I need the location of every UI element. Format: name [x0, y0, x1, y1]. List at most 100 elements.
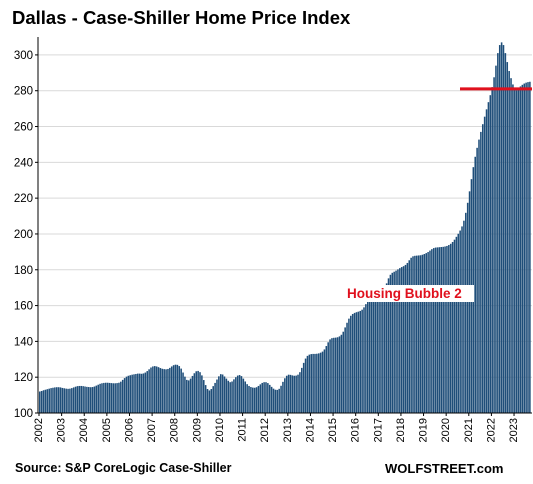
y-tick-label: 180: [14, 265, 33, 277]
bar: [233, 379, 235, 413]
bar: [263, 382, 265, 413]
bar: [159, 368, 162, 413]
bar: [466, 202, 469, 413]
bar: [261, 382, 263, 413]
bar: [176, 364, 179, 413]
bar: [485, 109, 488, 413]
bar: [287, 374, 290, 413]
bar: [93, 386, 96, 413]
bar: [380, 292, 382, 413]
bar: [80, 385, 83, 413]
gridlines: [38, 54, 532, 378]
bar: [289, 374, 292, 413]
y-tick-label: 140: [14, 336, 33, 348]
bar: [67, 388, 69, 413]
bar: [114, 383, 116, 413]
bar: [370, 295, 373, 413]
y-tick-label: 160: [14, 301, 33, 313]
bar: [346, 322, 348, 413]
bar: [529, 81, 531, 413]
bar: [436, 247, 439, 413]
bar: [180, 368, 182, 413]
bar: [272, 388, 275, 413]
bar: [46, 389, 49, 413]
bar: [167, 368, 169, 413]
bar: [508, 71, 510, 414]
x-tick-label: 2002: [33, 418, 45, 442]
x-tick-label: 2006: [123, 418, 135, 442]
bar: [325, 346, 328, 413]
bar: [163, 369, 165, 413]
bar: [440, 247, 443, 413]
bar: [361, 309, 363, 413]
bar: [138, 373, 141, 413]
annotation-group: Housing Bubble 2: [343, 285, 474, 302]
bar: [197, 370, 199, 413]
bar: [448, 245, 450, 413]
bar: [387, 278, 390, 413]
x-tick-label: 2007: [146, 418, 158, 442]
bar: [442, 246, 444, 413]
x-tick-label: 2023: [508, 418, 520, 442]
bar: [165, 369, 167, 413]
x-tick-label: 2011: [237, 418, 249, 442]
x-tick-label: 2019: [418, 418, 430, 442]
bar: [97, 384, 99, 413]
bar: [235, 377, 237, 413]
bar: [363, 307, 365, 413]
bar: [495, 65, 497, 414]
bar: [153, 366, 156, 413]
bar: [140, 373, 143, 413]
bar: [39, 391, 41, 413]
bar: [406, 262, 409, 413]
bar: [104, 382, 107, 413]
x-tick-label: 2014: [304, 418, 316, 442]
bar: [367, 300, 369, 413]
x-tick-label: 2015: [327, 418, 339, 442]
bar: [487, 102, 490, 414]
bar: [427, 252, 429, 413]
bubble-annotation: Housing Bubble 2: [347, 286, 462, 301]
bar: [498, 45, 501, 414]
bar: [317, 353, 320, 413]
bar: [385, 283, 388, 413]
bar: [497, 53, 499, 414]
bar: [506, 62, 509, 413]
bar: [514, 88, 516, 414]
bar: [89, 387, 92, 413]
bar: [314, 353, 316, 413]
bar: [382, 291, 384, 413]
bar: [327, 342, 329, 413]
bar: [155, 366, 158, 413]
bar: [219, 374, 222, 413]
bar: [82, 386, 84, 413]
x-tick-label: 2018: [395, 418, 407, 442]
bar: [372, 294, 375, 413]
bar: [521, 84, 524, 413]
bar: [400, 267, 403, 413]
bar: [201, 375, 203, 413]
bar: [295, 375, 297, 413]
bar: [133, 374, 135, 413]
bar: [302, 362, 305, 413]
x-tick-label: 2005: [101, 418, 113, 442]
bar: [101, 383, 103, 413]
bar: [250, 387, 252, 413]
bar: [374, 294, 377, 413]
bar: [316, 353, 318, 413]
bar: [110, 383, 113, 413]
bar: [112, 383, 115, 413]
bar: [40, 390, 43, 413]
bar: [189, 378, 192, 413]
bar: [301, 367, 303, 413]
bar: [489, 95, 492, 413]
bar: [204, 385, 207, 413]
bar: [72, 387, 75, 413]
x-tick-label: 2008: [169, 418, 181, 442]
bar: [517, 88, 520, 414]
x-tick-label: 2009: [191, 418, 203, 442]
annotation-background: [343, 285, 474, 302]
bar: [223, 376, 226, 413]
bar: [329, 339, 331, 413]
